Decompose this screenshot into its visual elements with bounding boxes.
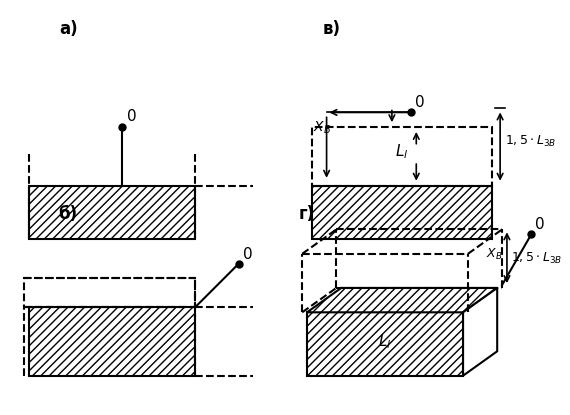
Bar <box>312 127 492 186</box>
Text: $X_B$: $X_B$ <box>312 119 331 136</box>
Bar <box>29 308 195 376</box>
Polygon shape <box>463 288 497 376</box>
Text: 0: 0 <box>243 247 253 261</box>
Text: 0: 0 <box>535 217 545 232</box>
Text: $L_l$: $L_l$ <box>395 142 408 161</box>
Text: 0: 0 <box>127 109 136 124</box>
Text: $X_B$: $X_B$ <box>486 247 503 261</box>
Text: $1,5 \cdot L_{3B}$: $1,5 \cdot L_{3B}$ <box>511 251 562 266</box>
Text: $1,5 \cdot L_{3B}$: $1,5 \cdot L_{3B}$ <box>505 134 556 149</box>
Text: а): а) <box>59 20 78 38</box>
Bar <box>312 186 492 239</box>
Polygon shape <box>307 288 497 312</box>
Bar <box>25 278 195 308</box>
Text: б): б) <box>59 205 78 223</box>
Text: г): г) <box>299 205 315 223</box>
Bar <box>307 312 463 376</box>
Text: в): в) <box>323 20 340 38</box>
Text: 0: 0 <box>416 95 425 110</box>
Text: $L_l$: $L_l$ <box>378 332 392 351</box>
Bar <box>29 186 195 239</box>
